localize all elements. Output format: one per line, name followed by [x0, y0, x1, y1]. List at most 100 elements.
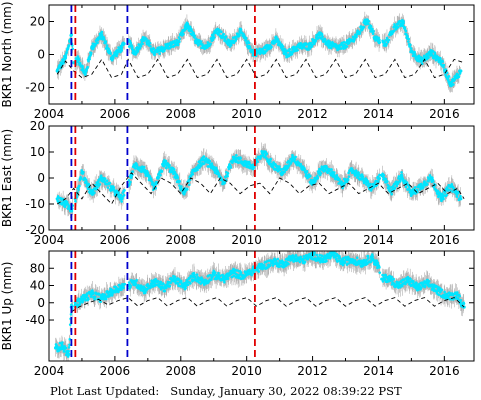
data-point	[139, 44, 143, 48]
panel-1: 2004 2006 2008 2010 2012 2014 2016 -20 0 20 BKR1 N…	[0, 1, 475, 121]
data-point	[439, 59, 443, 63]
data-point	[242, 33, 246, 36]
data-point	[290, 52, 294, 56]
data-point	[172, 171, 176, 175]
data-point	[320, 166, 325, 170]
data-point	[85, 180, 88, 184]
data-point	[301, 166, 305, 170]
data-point	[409, 47, 413, 50]
data-point	[90, 46, 94, 50]
data-point	[238, 29, 242, 33]
data-point	[122, 193, 126, 197]
data-point	[77, 57, 81, 62]
data-point	[186, 188, 189, 191]
data-point	[100, 33, 104, 37]
data-point	[288, 163, 291, 167]
data-point	[442, 197, 445, 201]
data-point	[105, 179, 109, 183]
data-point	[245, 160, 249, 164]
data-point	[248, 46, 252, 50]
data-point	[104, 40, 108, 43]
data-point	[163, 47, 167, 51]
data-point	[428, 174, 432, 177]
data-point	[158, 52, 161, 55]
data-point	[305, 173, 308, 176]
plot-area	[53, 251, 466, 361]
data-point	[228, 43, 232, 47]
data-point	[202, 155, 206, 158]
data-point	[109, 56, 114, 60]
data-point	[147, 39, 150, 43]
data-point	[413, 186, 417, 189]
data-point	[316, 176, 320, 180]
data-point	[303, 168, 307, 171]
plot-area	[55, 142, 465, 219]
data-point	[108, 181, 112, 185]
y-tick-label: -10	[25, 197, 45, 211]
data-point	[77, 188, 80, 192]
data-point	[393, 186, 397, 190]
data-point	[86, 65, 89, 69]
data-point	[199, 40, 203, 43]
data-point	[115, 54, 118, 58]
data-point	[185, 23, 189, 27]
data-point	[335, 173, 339, 177]
data-point	[416, 190, 419, 194]
data-point	[373, 181, 377, 185]
data-point	[384, 177, 388, 181]
data-point	[296, 48, 299, 52]
data-point	[378, 173, 381, 177]
data-point	[386, 180, 389, 183]
data-point	[140, 165, 144, 168]
data-point	[98, 183, 102, 186]
data-point	[429, 51, 433, 55]
data-point	[323, 38, 327, 42]
data-point	[165, 166, 168, 170]
data-point	[365, 18, 369, 22]
data-point	[205, 44, 209, 48]
y-axis-title: BKR1 North (mm)	[0, 1, 14, 107]
data-point	[88, 57, 91, 61]
data-point	[314, 39, 318, 43]
data-point	[141, 42, 144, 46]
data-point	[342, 41, 346, 44]
data-point	[182, 192, 186, 196]
data-point	[163, 49, 166, 53]
data-point	[142, 168, 147, 172]
data-point	[119, 197, 124, 201]
x-tick-label: 2006	[100, 233, 131, 247]
data-point	[170, 45, 173, 48]
data-point	[62, 200, 66, 203]
data-point	[439, 56, 442, 60]
data-point	[447, 75, 451, 78]
data-point	[451, 190, 454, 193]
data-point	[288, 47, 292, 51]
x-tick-label: 2012	[297, 233, 328, 247]
data-point	[102, 38, 106, 41]
data-point	[129, 180, 132, 184]
data-point	[442, 194, 446, 197]
data-point	[99, 174, 103, 177]
data-point	[89, 51, 93, 55]
data-point	[383, 43, 387, 47]
data-point	[320, 33, 324, 36]
data-point	[376, 175, 380, 179]
data-point	[80, 171, 84, 175]
data-point	[81, 64, 84, 68]
data-point	[401, 177, 405, 180]
data-point	[103, 177, 107, 180]
data-point	[62, 61, 65, 65]
data-point	[258, 47, 261, 51]
data-point	[396, 26, 400, 29]
x-tick-label: 2006	[100, 107, 131, 121]
data-point	[129, 41, 133, 45]
data-point	[162, 160, 166, 164]
data-point	[67, 44, 71, 47]
data-point	[431, 179, 435, 183]
data-point	[239, 156, 242, 160]
x-tick-label: 2008	[166, 233, 197, 247]
data-point	[81, 67, 85, 70]
data-point	[142, 36, 147, 40]
data-point	[281, 171, 285, 175]
data-point	[395, 184, 399, 188]
